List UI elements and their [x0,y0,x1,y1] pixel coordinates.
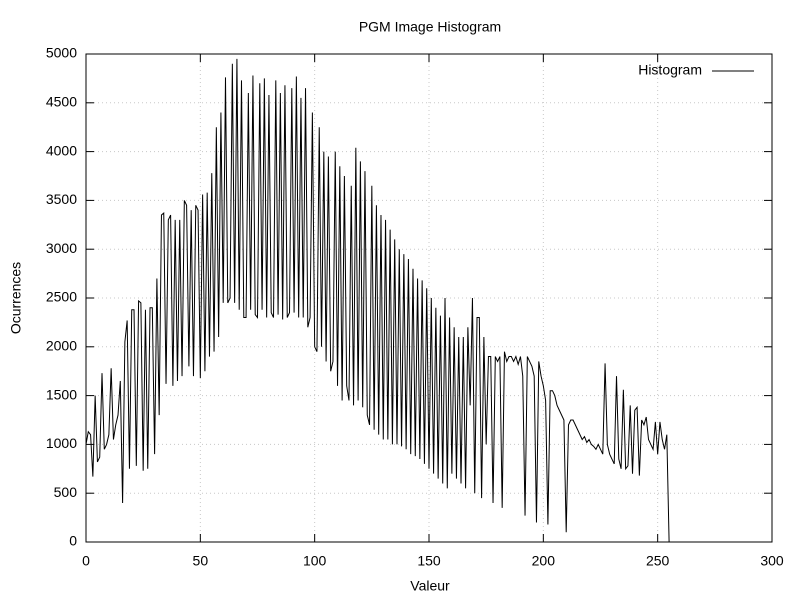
y-tick-label: 3000 [46,240,77,256]
y-axis-label: Ocurrences [8,262,24,334]
y-tick-label: 4500 [46,94,77,110]
plot-frame [85,53,773,543]
y-tick-label: 3500 [46,191,77,207]
x-tick-label: 250 [646,553,670,569]
legend-label: Histogram [638,62,702,78]
x-tick-label: 50 [193,553,209,569]
x-tick-label: 100 [303,553,327,569]
data-line [85,58,670,543]
y-tick-label: 0 [69,533,77,549]
y-tick-label: 1000 [46,435,77,451]
y-tick-label: 4000 [46,142,77,158]
y-tick-label: 500 [54,484,78,500]
x-tick-label: 200 [532,553,556,569]
x-axis-label: Valeur [410,578,450,594]
chart-title: PGM Image Histogram [359,19,501,35]
x-tick-label: 300 [760,553,784,569]
y-tick-label: 2000 [46,338,77,354]
y-tick-label: 5000 [46,45,77,61]
y-tick-label: 1500 [46,386,77,402]
y-tick-label: 2500 [46,289,77,305]
x-tick-label: 0 [82,553,90,569]
x-tick-label: 150 [417,553,441,569]
